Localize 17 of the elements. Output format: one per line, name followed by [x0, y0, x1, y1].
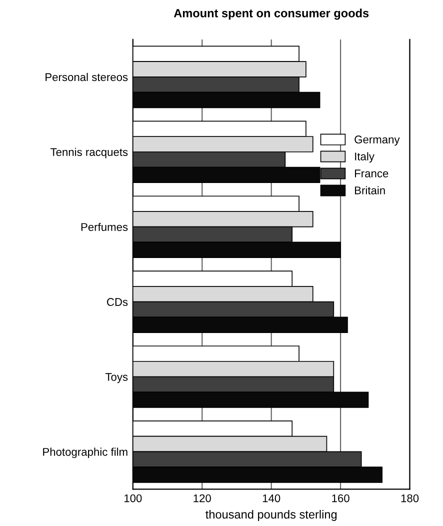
y-tick-label: Personal stereos	[46, 72, 128, 82]
x-tick-label: 180	[401, 494, 419, 502]
x-tick-label: 100	[124, 494, 142, 502]
legend-label: Italy	[355, 152, 374, 163]
legend-label: France	[354, 170, 388, 178]
y-tick-label: CDs	[107, 298, 128, 306]
x-tick-label: 120	[194, 494, 211, 502]
y-tick-label: Toys	[105, 373, 128, 384]
y-tick-label: Tennis racquets	[50, 148, 128, 158]
chart-title: Amount spent on consumer goods	[174, 8, 369, 20]
x-tick-label: 160	[332, 494, 350, 502]
y-tick-label: Perfumes	[81, 222, 128, 231]
legend-label: Britain	[354, 186, 385, 194]
y-tick-label: Photographic film	[43, 448, 128, 458]
x-tick-label: 140	[262, 494, 280, 502]
x-axis-title: thousand pounds sterling	[206, 510, 337, 521]
legend-label: Germany	[354, 136, 400, 146]
